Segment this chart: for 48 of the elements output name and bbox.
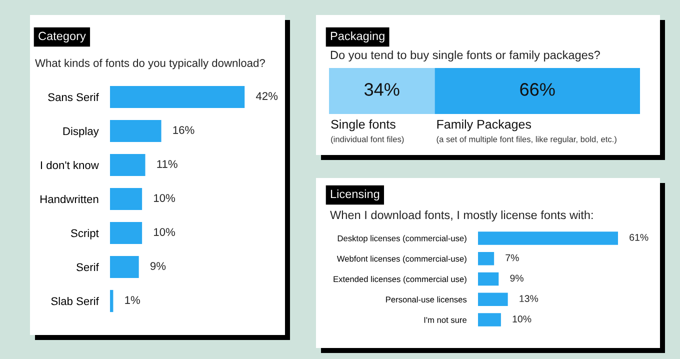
text: Licensing <box>330 189 380 200</box>
data-label: 9% <box>510 274 524 282</box>
data-label: 11% <box>157 160 178 168</box>
bar <box>110 120 162 142</box>
bar <box>478 272 499 286</box>
chart-title: Packaging <box>330 32 384 42</box>
data-label: 10% <box>512 316 532 322</box>
bar <box>110 290 114 312</box>
bar <box>110 222 142 244</box>
series-label: Single fonts <box>331 120 396 132</box>
chart-subtitle: Do you tend to buy single fonts or family packages? <box>330 50 600 62</box>
bar <box>478 232 618 245</box>
y-tick-label: Webfont licenses (commercial-use) <box>336 256 466 264</box>
y-tick-label: Script <box>70 228 99 240</box>
y-tick-label: Display <box>63 126 99 138</box>
text: (a set of multiple font files, like regular, bold, etc.) <box>436 136 616 144</box>
chart-title: Category <box>38 32 86 42</box>
bar <box>478 252 494 266</box>
data-label: 10% <box>154 194 176 202</box>
y-tick-label: I don't know <box>40 160 99 170</box>
bar <box>478 313 501 326</box>
bar <box>110 256 139 278</box>
data-label: 61% <box>630 234 648 241</box>
y-tick-label: Extended licenses (commercial use) <box>334 276 466 284</box>
data-label: 1% <box>125 296 140 304</box>
data-label: 10% <box>154 228 176 236</box>
data-label: 7% <box>506 254 519 262</box>
data-label: 9% <box>150 262 166 270</box>
bar <box>110 86 245 108</box>
bar <box>110 188 142 210</box>
y-tick-label: Personal-use licenses <box>386 296 467 302</box>
text: (individual font files) <box>331 136 404 144</box>
bar <box>478 292 508 306</box>
data-label: 13% <box>520 295 538 302</box>
y-tick-label: Handwritten <box>40 194 98 204</box>
chart-subtitle: When I download fonts, I mostly license fonts with: <box>330 210 593 222</box>
y-tick-label: I'm not sure <box>424 317 467 323</box>
y-tick-label: Desktop licenses (commercial-use) <box>338 235 466 243</box>
data-label: 42% <box>256 92 278 100</box>
chart-subtitle: What kinds of fonts do you typically download? <box>35 58 265 70</box>
y-tick-label: Serif <box>76 262 99 272</box>
y-tick-label: Sans Serif <box>48 92 99 102</box>
data-label: 34% <box>364 83 400 96</box>
data-label: 16% <box>173 126 194 134</box>
bar <box>110 154 146 176</box>
data-label: 66% <box>520 83 555 96</box>
y-tick-label: Slab Serif <box>51 296 99 306</box>
series-label: Family Packages <box>437 120 532 132</box>
